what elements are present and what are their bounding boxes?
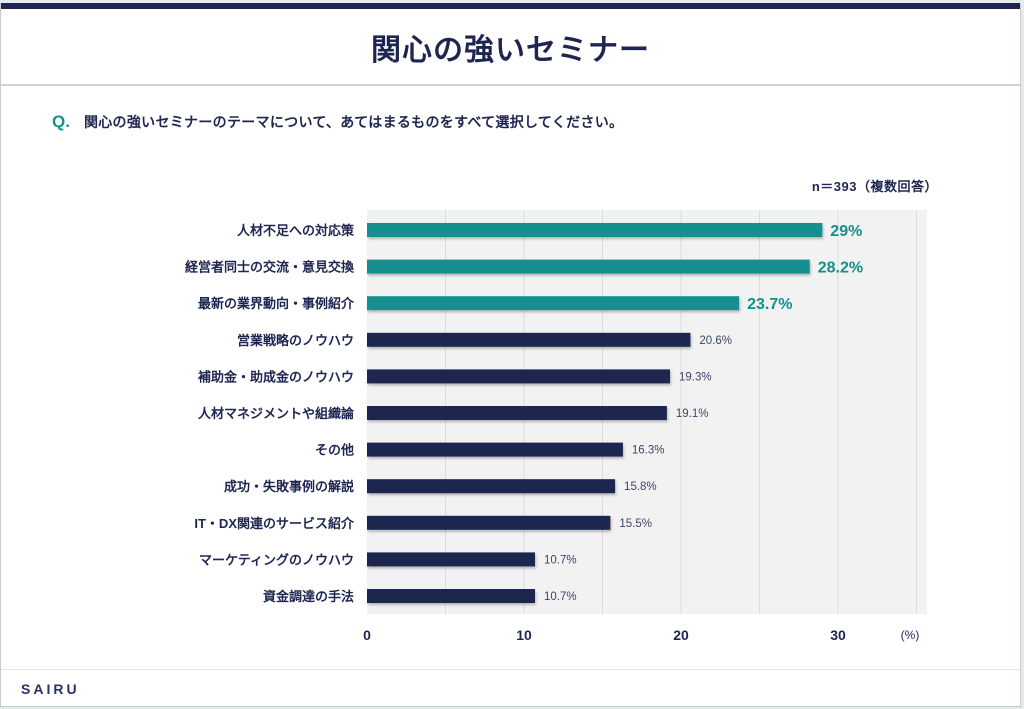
- category-label: 経営者同士の交流・意見交換: [185, 260, 355, 275]
- x-unit-label: (%): [901, 628, 920, 642]
- title-area: 関心の強いセミナー: [1, 9, 1020, 86]
- data-label: 19.3%: [679, 371, 712, 383]
- category-label: 人材マネジメントや組織論: [198, 406, 355, 421]
- x-tick-label: 20: [673, 627, 689, 643]
- data-label: 10.7%: [544, 554, 577, 566]
- category-label: 資金調達の手法: [263, 589, 354, 604]
- bar: [367, 259, 810, 274]
- data-label: 15.8%: [624, 481, 657, 493]
- data-label: 20.6%: [699, 335, 732, 347]
- category-label: 成功・失敗事例の解説: [224, 479, 354, 494]
- sample-size-note: n＝393（複数回答）: [811, 179, 938, 194]
- bar: [367, 369, 671, 384]
- data-label: 29%: [830, 223, 862, 240]
- category-label: 補助金・助成金のノウハウ: [197, 369, 354, 384]
- category-label: 最新の業界動向・事例紹介: [198, 296, 355, 311]
- x-tick-label: 0: [363, 627, 371, 643]
- bar: [367, 332, 691, 347]
- top-accent-bar: [1, 3, 1020, 9]
- data-label: 15.5%: [619, 518, 652, 530]
- survey-question: Q. 関心の強いセミナーのテーマについて、あてはまるものをすべて選択してください…: [52, 112, 623, 132]
- data-label: 10.7%: [544, 591, 577, 603]
- category-label: その他: [315, 443, 354, 458]
- brand-logo: SAIRU: [21, 681, 80, 697]
- bar: [367, 442, 623, 457]
- category-label: 営業戦略のノウハウ: [237, 333, 354, 348]
- bar: [367, 296, 740, 311]
- x-tick-label: 10: [516, 627, 532, 643]
- bar: [367, 589, 535, 603]
- x-tick-label: 30: [830, 627, 846, 643]
- bar: [367, 552, 535, 567]
- bar: [367, 479, 616, 494]
- bar: [367, 223, 823, 237]
- data-label: 16.3%: [632, 445, 665, 457]
- question-mark: Q.: [52, 112, 70, 131]
- question-text: 関心の強いセミナーのテーマについて、あてはまるものをすべて選択してください。: [83, 114, 624, 130]
- category-label: マーケティングのノウハウ: [199, 552, 354, 567]
- category-label: IT・DX関連のサービス紹介: [194, 516, 355, 531]
- data-label: 28.2%: [818, 260, 863, 277]
- page-title: 関心の強いセミナー: [371, 33, 650, 67]
- footer-divider: [1, 669, 1020, 670]
- data-label: 23.7%: [747, 296, 792, 313]
- data-label: 19.1%: [676, 408, 709, 420]
- category-label: 人材不足への対応策: [237, 223, 355, 238]
- bar: [367, 406, 667, 420]
- bar: [367, 515, 611, 530]
